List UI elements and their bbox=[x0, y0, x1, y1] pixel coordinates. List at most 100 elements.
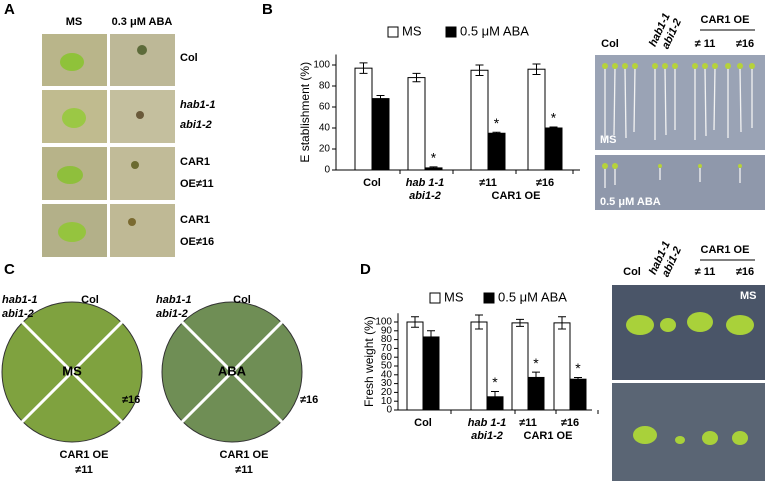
column-label: 0.3 μM ABA bbox=[112, 16, 173, 28]
error-bar bbox=[532, 371, 540, 384]
plate-label: ≠16 bbox=[300, 394, 318, 406]
error-bar bbox=[475, 64, 484, 76]
group-label: CAR1 OE bbox=[524, 430, 573, 442]
group-label: CAR1 OE bbox=[492, 190, 541, 202]
y-tick-label: 70 bbox=[381, 343, 393, 354]
error-bar bbox=[558, 316, 566, 330]
significance: * bbox=[533, 355, 539, 371]
x-tick-label: ≠16 bbox=[561, 417, 579, 429]
error-bar bbox=[411, 316, 419, 328]
bar bbox=[406, 321, 424, 411]
error-bar bbox=[549, 126, 558, 130]
panel-d-photo bbox=[612, 285, 765, 481]
panel-letter: B bbox=[262, 1, 273, 18]
y-tick-label: 0 bbox=[386, 405, 392, 416]
genotype-label: Col bbox=[623, 266, 641, 278]
plate-label: ≠11 bbox=[75, 464, 93, 476]
plate-center: ABA bbox=[218, 363, 247, 378]
bar bbox=[422, 336, 440, 411]
legend-swatch bbox=[483, 292, 495, 304]
panel-letter: D bbox=[360, 261, 371, 278]
bar bbox=[470, 69, 489, 171]
bar bbox=[544, 127, 563, 171]
condition-label: MS bbox=[600, 134, 617, 146]
panel-letter: A bbox=[4, 1, 15, 18]
bar bbox=[407, 77, 426, 171]
error-bar bbox=[516, 318, 524, 327]
row-label: hab1-1 bbox=[180, 99, 215, 111]
line-label: ≠16 bbox=[736, 38, 754, 50]
x-tick-label: ≠16 bbox=[536, 177, 554, 189]
bar bbox=[470, 321, 488, 411]
error-bar bbox=[429, 166, 438, 170]
x-tick-label: Col bbox=[363, 177, 381, 189]
significance: * bbox=[431, 150, 437, 166]
condition-label: 0.5 μM ABA bbox=[600, 196, 661, 208]
x-tick-label: hab 1-1 bbox=[468, 417, 507, 429]
y-axis-label: E stablishment (%) bbox=[298, 62, 312, 163]
group-label: CAR1 OE bbox=[701, 244, 750, 256]
row-label: OE≠16 bbox=[180, 236, 214, 248]
y-tick-label: 80 bbox=[319, 81, 331, 92]
y-tick-label: 40 bbox=[319, 123, 331, 134]
error-bar bbox=[574, 376, 582, 382]
plate-label: Col bbox=[81, 294, 99, 306]
bar bbox=[511, 322, 529, 411]
condition-label: MS bbox=[740, 290, 757, 302]
row-label: Col bbox=[180, 52, 198, 64]
x-tick-label: ≠11 bbox=[479, 177, 497, 189]
x-tick-label: abi1-2 bbox=[409, 190, 441, 202]
column-label: MS bbox=[66, 16, 83, 28]
error-bar bbox=[492, 131, 501, 135]
x-tick-label: Col bbox=[414, 417, 432, 429]
error-bar bbox=[491, 391, 499, 403]
significance: * bbox=[575, 360, 581, 376]
plate-label: hab1-1 bbox=[2, 294, 37, 306]
line-label: ≠ 11 bbox=[695, 38, 716, 50]
legend-label: MS bbox=[402, 23, 422, 38]
plate-label: ≠16 bbox=[122, 394, 140, 406]
line-label: ≠16 bbox=[736, 266, 754, 278]
plate-label: CAR1 OE bbox=[220, 449, 269, 461]
y-tick-label: 20 bbox=[319, 144, 331, 155]
plate-label: abi1-2 bbox=[2, 308, 34, 320]
bar bbox=[354, 67, 373, 171]
plate-label: Col bbox=[233, 294, 251, 306]
y-tick-label: 60 bbox=[319, 102, 331, 113]
bar bbox=[553, 322, 571, 411]
legend-label: 0.5 μM ABA bbox=[498, 289, 567, 304]
error-bar bbox=[475, 314, 483, 330]
plate-label: hab1-1 bbox=[156, 294, 191, 306]
y-axis-label: Fresh weight (%) bbox=[362, 316, 376, 407]
y-tick-label: 90 bbox=[381, 325, 393, 336]
legend-swatch bbox=[387, 26, 399, 38]
plate-label: CAR1 OE bbox=[60, 449, 109, 461]
row-label: CAR1 bbox=[180, 214, 210, 226]
significance: * bbox=[494, 115, 500, 131]
bar bbox=[527, 68, 546, 171]
error-bar bbox=[376, 94, 385, 103]
plate-center: MS bbox=[62, 363, 82, 378]
bar bbox=[487, 132, 506, 171]
row-label: OE≠11 bbox=[180, 178, 214, 190]
y-tick-label: 80 bbox=[381, 334, 393, 345]
legend-swatch bbox=[445, 26, 457, 38]
legend-label: 0.5 μM ABA bbox=[460, 23, 529, 38]
y-tick-label: 50 bbox=[381, 361, 393, 372]
genotype-label: Col bbox=[601, 38, 619, 50]
group-label: CAR1 OE bbox=[701, 14, 750, 26]
y-tick-label: 100 bbox=[313, 60, 330, 71]
legend-label: MS bbox=[444, 289, 464, 304]
y-tick-label: 60 bbox=[381, 352, 393, 363]
y-tick-label: 40 bbox=[381, 369, 393, 380]
significance: * bbox=[492, 374, 498, 390]
plate-label: abi1-2 bbox=[156, 308, 188, 320]
panel-c-plates bbox=[1, 301, 303, 443]
error-bar bbox=[532, 63, 541, 75]
y-tick-label: 100 bbox=[375, 317, 392, 328]
error-bar bbox=[427, 330, 435, 344]
plate-label: ≠11 bbox=[235, 464, 253, 476]
y-tick-label: 0 bbox=[324, 165, 330, 176]
panel-b-photo bbox=[595, 55, 765, 210]
